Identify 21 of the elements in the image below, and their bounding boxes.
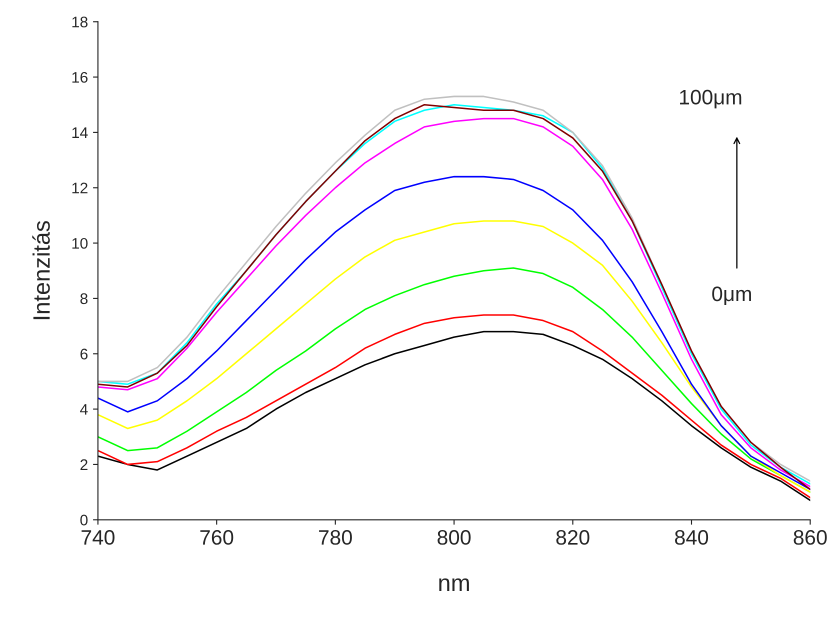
y-axis-title: Intenzitás	[32, 221, 50, 320]
y-tick-label: 14	[72, 127, 88, 138]
y-tick-label: 2	[80, 459, 88, 470]
y-tick-label: 18	[72, 16, 88, 28]
x-tick-label: 840	[675, 530, 708, 545]
y-tick-label: 0	[80, 514, 88, 526]
x-tick-label: 740	[82, 530, 114, 545]
y-tick-label: 4	[80, 404, 88, 415]
y-tick-label: 6	[80, 348, 88, 360]
y-tick-label: 8	[80, 293, 88, 304]
y-tick-label: 10	[72, 238, 88, 249]
x-tick-label: 780	[319, 530, 352, 545]
y-tick-label: 12	[72, 182, 88, 194]
x-axis-title: nm	[439, 578, 469, 592]
annotation: 0μm	[712, 286, 751, 306]
x-tick-label: 860	[794, 530, 827, 545]
x-tick-label: 820	[556, 530, 590, 545]
annotation: 100μm	[680, 90, 742, 108]
x-tick-label: 800	[438, 530, 471, 545]
y-tick-label: 16	[72, 72, 88, 83]
x-tick-label: 760	[200, 530, 234, 545]
